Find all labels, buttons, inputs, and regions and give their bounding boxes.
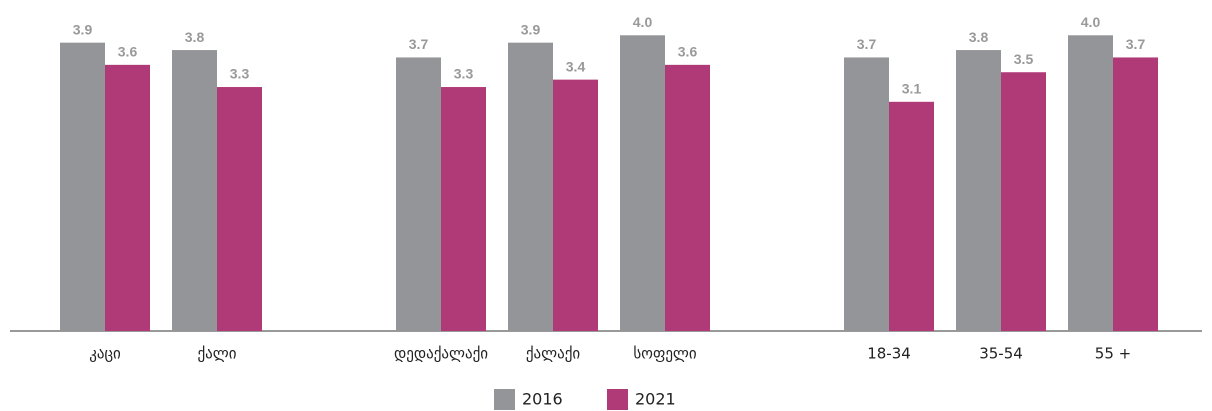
bar bbox=[553, 79, 598, 331]
bar bbox=[60, 42, 105, 331]
x-tick-label: 55 + bbox=[1095, 345, 1131, 363]
value-label: 3.6 bbox=[118, 44, 138, 60]
value-label: 3.5 bbox=[1014, 51, 1034, 67]
bar bbox=[1068, 35, 1113, 332]
value-label: 3.1 bbox=[902, 81, 922, 97]
legend-swatch bbox=[607, 389, 628, 410]
value-label: 3.9 bbox=[521, 21, 541, 37]
bar bbox=[508, 42, 553, 331]
x-tick-label: დედაქალაქი bbox=[394, 345, 488, 363]
value-label: 3.3 bbox=[230, 66, 250, 82]
value-label: 3.6 bbox=[678, 44, 698, 60]
bar bbox=[172, 50, 217, 331]
legend-swatch bbox=[494, 389, 515, 410]
legend-label: 2016 bbox=[522, 390, 563, 409]
value-label: 3.7 bbox=[857, 36, 877, 52]
value-label: 3.8 bbox=[969, 29, 989, 45]
x-tick-label: 35-54 bbox=[979, 345, 1023, 363]
bar bbox=[620, 35, 665, 332]
value-label: 3.7 bbox=[1126, 36, 1146, 52]
bar bbox=[441, 87, 486, 332]
value-label: 3.9 bbox=[73, 21, 93, 37]
value-label: 4.0 bbox=[633, 14, 653, 30]
bar bbox=[844, 57, 889, 332]
bar bbox=[956, 50, 1001, 331]
bar bbox=[665, 64, 710, 331]
value-label: 3.4 bbox=[566, 58, 586, 74]
value-label: 3.3 bbox=[454, 66, 474, 82]
x-tick-label: ქალი bbox=[197, 345, 236, 363]
value-label: 3.8 bbox=[185, 29, 205, 45]
bar bbox=[217, 87, 262, 332]
value-label: 4.0 bbox=[1081, 14, 1101, 30]
value-label: 3.7 bbox=[409, 36, 429, 52]
x-tick-label: სოფელი bbox=[633, 345, 697, 363]
bar bbox=[105, 64, 150, 331]
bar bbox=[1113, 57, 1158, 332]
x-tick-label: კაცი bbox=[89, 345, 121, 363]
x-tick-label: 18-34 bbox=[867, 345, 911, 363]
bar bbox=[889, 101, 934, 331]
bar bbox=[1001, 72, 1046, 331]
x-tick-label: ქალაქი bbox=[526, 345, 581, 363]
bar bbox=[396, 57, 441, 332]
legend-label: 2021 bbox=[635, 390, 676, 409]
